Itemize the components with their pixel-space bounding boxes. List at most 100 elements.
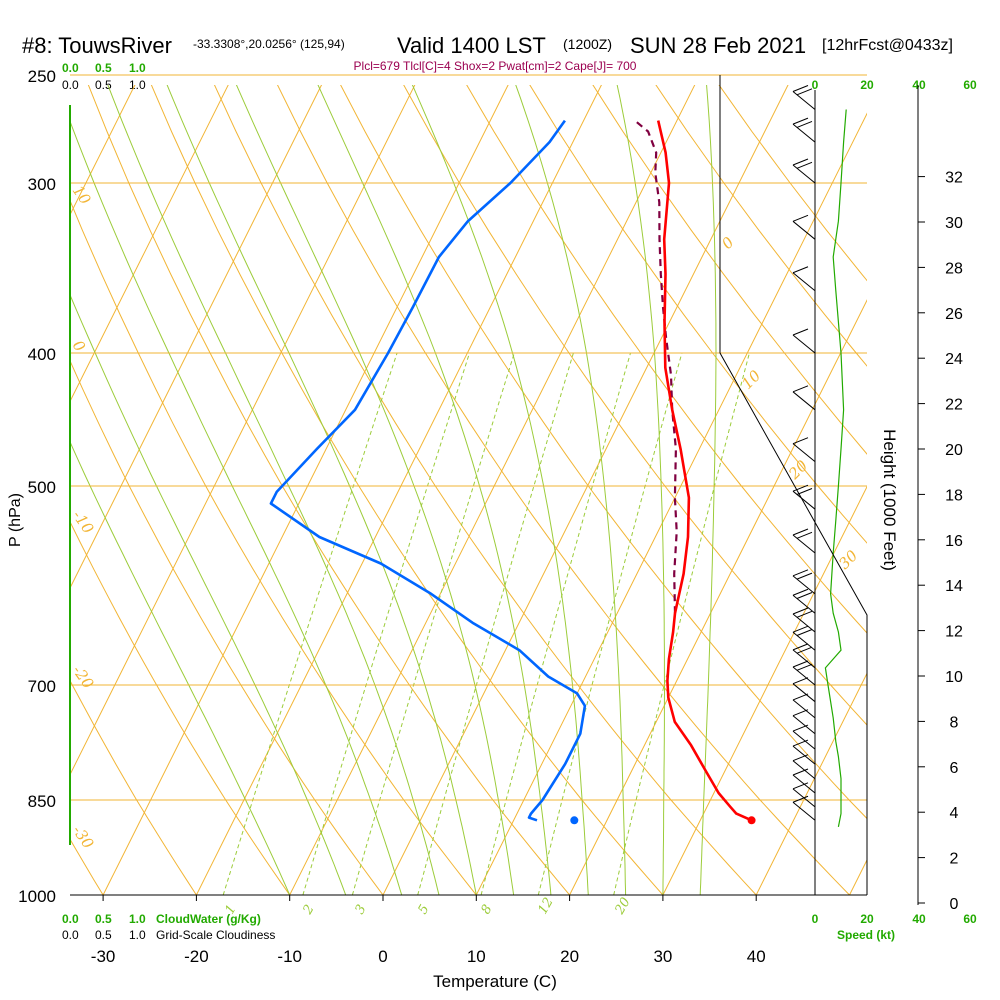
x-axis-title: Temperature (C) [433, 972, 557, 991]
height-tick-label: 16 [945, 533, 963, 550]
moist-adiabat-line [411, 85, 589, 895]
wind-speed-trace [824, 109, 847, 828]
wind-barb-flag [792, 754, 809, 762]
speed-tick: 40 [912, 912, 926, 926]
background-lines [0, 75, 867, 895]
cloud-tick: 0.0 [62, 61, 79, 75]
wind-speed-scale-top: 0 20 40 60 [812, 78, 977, 92]
moist-adiabat-line [107, 85, 440, 895]
isotherm-line [70, 85, 416, 776]
axes: -30 -20 -10 0 10 20 30 400246810121416182022242… [69, 75, 963, 966]
height-tick-label: 10 [945, 669, 963, 686]
utc-time: (1200Z) [563, 36, 612, 52]
wind-barb-flag [792, 437, 809, 445]
wind-barb-flag [792, 660, 809, 668]
isotherm-label: -10 [69, 507, 98, 537]
speed-axis-label: Speed (kt) [837, 928, 895, 942]
wind-barb-flag [796, 610, 813, 618]
wind-barb [792, 683, 816, 703]
isotherm-line [569, 299, 867, 895]
temperature-trace [656, 120, 753, 822]
wind-speed-scale-bottom: 0 20 40 60 Speed (kt) [812, 912, 977, 942]
cloud-tick: 1.0 [129, 61, 146, 75]
height-tick-label: 4 [950, 805, 959, 822]
wind-barb [792, 649, 816, 669]
height-tick-label: 32 [945, 170, 963, 187]
isotherm-line [195, 85, 602, 895]
dry-adiabat-line [466, 85, 867, 634]
dry-adiabat-label: 20 [784, 456, 811, 483]
isobars: 250 300 400 500 700 850 1000 10 0 -10 -20 -30 0 10 20 3… [18, 67, 867, 918]
pressure-tick-label: 850 [28, 792, 56, 811]
cloud-tick: 0.5 [95, 61, 112, 75]
speed-tick: 60 [963, 912, 977, 926]
height-axis-title: Height (1000 Feet) [880, 429, 899, 571]
wind-barb [792, 443, 816, 463]
wind-barb [792, 91, 816, 110]
mixing-ratio-line [613, 352, 750, 895]
wind-barb-flag [792, 158, 809, 166]
height-tick-label: 18 [945, 487, 963, 504]
wind-barb [792, 272, 816, 292]
dewpoint-surface-marker [570, 816, 579, 825]
wind-barb [792, 774, 816, 794]
cloudiness-tick: 1.0 [129, 928, 146, 942]
height-tick-label: 22 [945, 397, 963, 414]
wind-barb-flag [792, 484, 809, 492]
wind-barb [792, 220, 816, 240]
y-axis-title: P (hPa) [7, 493, 24, 547]
x-tick-label: 0 [378, 947, 387, 966]
cloudiness-tick: 0.5 [95, 78, 112, 92]
moist-adiabat-line [317, 85, 552, 895]
dry-adiabat-line [70, 359, 384, 895]
wind-barb [792, 575, 816, 595]
mixing-ratio-line [417, 352, 574, 895]
dry-adiabat-line [655, 85, 867, 367]
dry-adiabat-line [87, 85, 570, 895]
x-tick-label: -30 [91, 947, 116, 966]
wind-barb [792, 631, 816, 651]
wind-barb [792, 594, 816, 614]
wind-barb [792, 699, 816, 719]
isotherm-line [662, 485, 867, 895]
wind-barb-flag [796, 488, 813, 495]
wind-barb-flag [792, 528, 809, 536]
station-title: #8: TouwsRiver [22, 33, 172, 58]
wind-barb-flag [796, 629, 813, 636]
moist-adiabat-line [699, 85, 717, 895]
x-tick-label: 10 [467, 947, 486, 966]
moist-adiabat-line [616, 85, 665, 895]
speed-tick: 0 [812, 912, 819, 926]
speed-tick: 0 [812, 78, 819, 92]
pressure-tick-label: 500 [28, 478, 56, 497]
wind-barb-flag [796, 88, 813, 96]
wind-barb-flag [792, 768, 809, 776]
mixing-ratio-label: 12 [535, 895, 556, 917]
dry-adiabat-line [403, 85, 867, 726]
dry-adiabat-line [0, 75, 10, 895]
height-tick-label: 26 [945, 306, 963, 323]
wind-barb-flag [796, 572, 813, 580]
wind-barb [792, 164, 816, 184]
isotherm-label: 10 [69, 182, 95, 208]
cloud-tick: 1.0 [129, 912, 146, 926]
pressure-tick-label: 1000 [18, 887, 56, 906]
cloud-scale-bottom: 0.0 0.5 1.0 CloudWater (g/Kg) 0.0 0.5 1.… [62, 912, 275, 942]
wind-barb-flag [796, 531, 813, 539]
dry-adiabat-line [70, 520, 291, 895]
height-tick-label: 12 [945, 624, 963, 641]
sounding-series [269, 119, 756, 825]
mixing-ratio-line [351, 352, 515, 895]
wind-barb [792, 123, 816, 143]
wind-barb-flag [792, 85, 809, 92]
x-tick-label: 40 [747, 947, 766, 966]
x-tick-label: 20 [560, 947, 579, 966]
dry-adiabat-line [276, 85, 850, 895]
wind-barb-flag [796, 161, 813, 169]
cloudiness-tick: 0.5 [95, 928, 112, 942]
dry-adiabat-line [340, 85, 867, 820]
dry-adiabat-line [70, 679, 197, 895]
speed-tick: 40 [912, 78, 926, 92]
speed-tick: 20 [860, 78, 874, 92]
